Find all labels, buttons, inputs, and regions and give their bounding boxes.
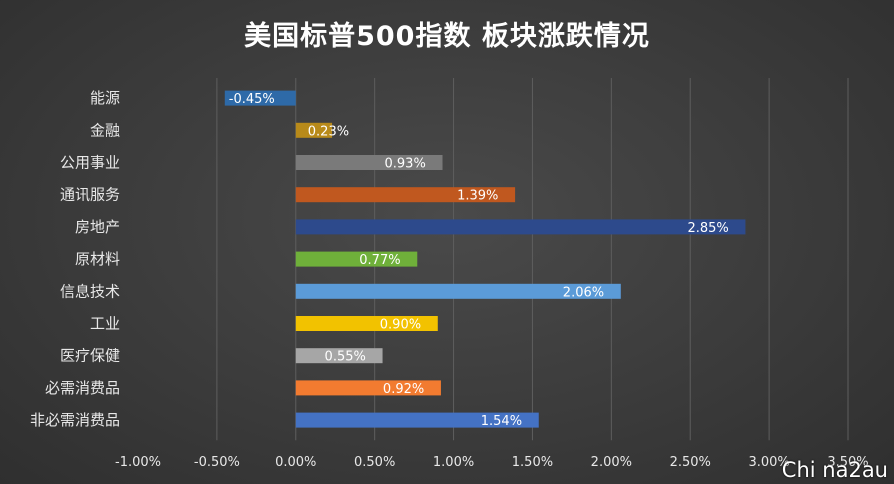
x-tick-label: 1.00% (433, 455, 474, 470)
category-label: 非必需消费品 (30, 411, 120, 429)
category-label: 公用事业 (60, 154, 120, 172)
x-tick-label: 3.00% (748, 455, 789, 470)
category-label: 原材料 (75, 250, 120, 268)
bar (295, 155, 443, 170)
x-tick-label: 2.50% (670, 455, 711, 470)
x-tick-label: 0.00% (275, 455, 316, 470)
bar (295, 122, 333, 138)
x-tick-label: -1.00% (115, 455, 161, 470)
category-label: 房地产 (75, 218, 120, 236)
data-label: 0.92% (383, 382, 424, 397)
bar (295, 380, 441, 396)
x-tick-label: 1.50% (512, 455, 553, 470)
category-label: 金融 (90, 121, 120, 139)
data-label: 1.54% (481, 414, 522, 429)
data-label: 1.39% (457, 189, 498, 204)
x-tick-label: 3.50% (827, 455, 868, 470)
data-label: 2.06% (563, 285, 604, 300)
category-label: 医疗保健 (60, 347, 120, 365)
data-label: 0.23% (308, 124, 349, 139)
data-label: 2.85% (687, 221, 728, 236)
category-label: 信息技术 (60, 282, 120, 300)
bar (295, 348, 383, 364)
data-labels: -0.45% 0.23% 0.93% 1.39% 2.85% 0.77% 2.06% 0.90… (229, 92, 729, 429)
watermark: Chi na2au (781, 458, 888, 482)
data-label: 0.93% (385, 157, 426, 172)
bar (295, 283, 621, 299)
category-label: 必需消费品 (45, 379, 120, 397)
x-tick-label: 0.50% (354, 455, 395, 470)
data-label: 0.77% (359, 253, 400, 268)
bar (224, 90, 296, 106)
bars (224, 90, 746, 428)
chart-title: 美国标普500指数 板块涨跌情况 (244, 21, 650, 52)
data-label: -0.45% (229, 92, 275, 107)
bar (295, 187, 516, 203)
category-label: 工业 (90, 315, 120, 333)
data-label: 0.90% (380, 318, 421, 333)
x-tick-labels: -1.00% -0.50% 0.00% 0.50% 1.00% 1.50% 2.00% 2.5… (115, 455, 869, 470)
bar (295, 412, 539, 428)
data-label: 0.55% (325, 350, 366, 365)
category-label: 能源 (90, 89, 120, 107)
x-tick-label: 2.00% (591, 455, 632, 470)
bar (295, 316, 438, 331)
x-tick-label: -0.50% (194, 455, 240, 470)
bar (295, 219, 746, 235)
category-label: 通讯服务 (60, 186, 120, 204)
bar (295, 251, 418, 267)
